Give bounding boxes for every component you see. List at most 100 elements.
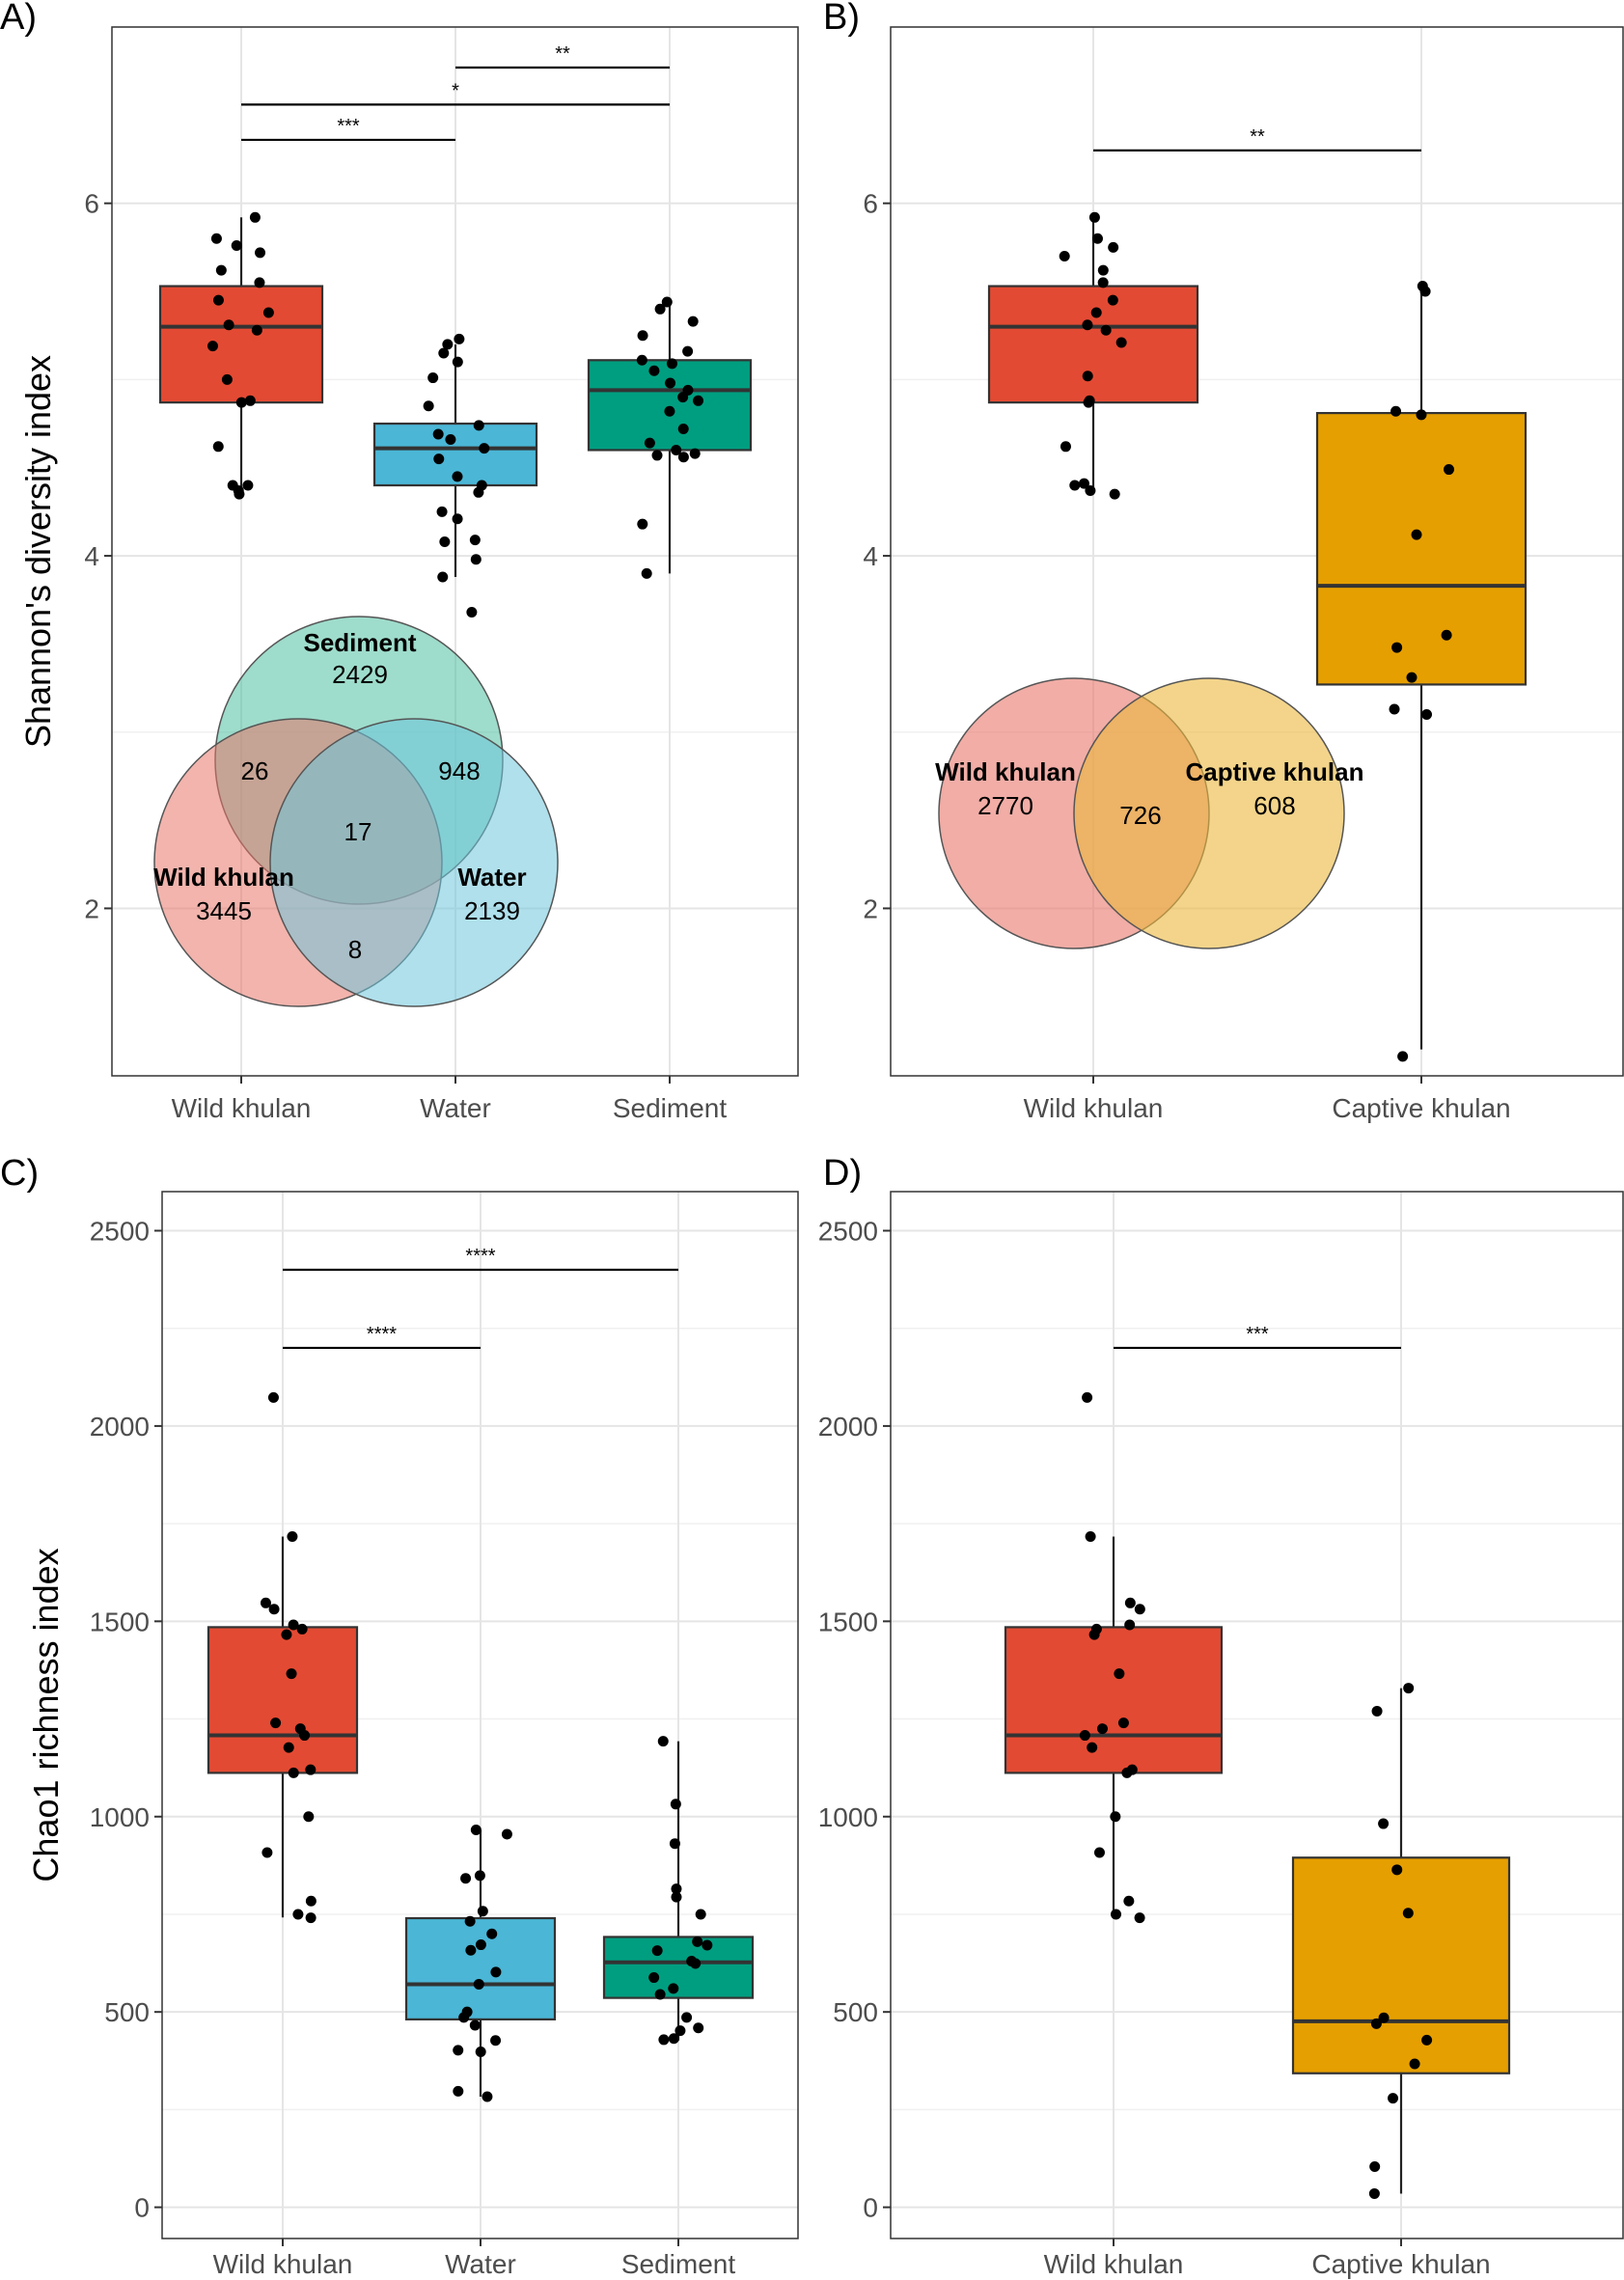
data-point [439, 536, 451, 547]
data-point [1085, 484, 1096, 496]
box-sediment [587, 359, 753, 452]
data-point [473, 486, 484, 498]
data-point [1091, 233, 1103, 244]
data-point [473, 420, 484, 431]
data-point [1397, 1051, 1409, 1062]
data-point [1419, 286, 1431, 297]
data-point [433, 453, 445, 465]
y-tick-label: 2 [84, 893, 99, 923]
box-wild-khulan [1004, 1626, 1224, 1774]
data-point [1088, 1629, 1100, 1640]
data-point [651, 450, 663, 461]
data-point [442, 339, 454, 350]
venn-count: 3445 [196, 896, 252, 925]
data-point [475, 1939, 486, 1951]
data-point [658, 2034, 670, 2046]
data-point [1097, 277, 1109, 288]
panel-label: C) [0, 1153, 39, 1194]
data-point [657, 1736, 669, 1747]
data-point [305, 1764, 317, 1775]
data-point [1114, 1668, 1125, 1680]
data-point [1124, 1597, 1136, 1608]
data-point [469, 535, 481, 546]
data-point [1421, 2034, 1433, 2046]
y-tick-label: 0 [863, 2193, 878, 2223]
y-tick-label: 1000 [818, 1802, 878, 1832]
data-point [423, 400, 434, 412]
data-point [641, 567, 652, 579]
data-point [296, 1623, 308, 1634]
data-point [1403, 1683, 1415, 1694]
data-point [681, 2012, 693, 2023]
data-point [1082, 371, 1093, 382]
y-tick-label: 1500 [818, 1607, 878, 1636]
data-point [689, 448, 701, 459]
data-point [1368, 2187, 1380, 2199]
data-point [267, 1391, 279, 1403]
significance-label: *** [337, 116, 360, 137]
data-point [452, 471, 463, 482]
data-point [452, 513, 463, 525]
data-point [1370, 2018, 1382, 2029]
data-point [490, 1966, 502, 1978]
data-point [1371, 1705, 1383, 1717]
y-axis-title: Chao1 richness index [26, 1548, 66, 1882]
venn-label: Wild khulan [935, 757, 1076, 786]
venn-circle-captive-khulan [1073, 677, 1345, 949]
venn-count: 2139 [464, 896, 520, 925]
data-point [1444, 464, 1455, 476]
data-point [1087, 1742, 1098, 1753]
data-point [1107, 294, 1118, 306]
box-wild-khulan [206, 1626, 359, 1774]
y-tick-label: 6 [84, 189, 99, 219]
data-point [1097, 1723, 1109, 1735]
data-point [477, 1906, 488, 1917]
data-point [221, 373, 233, 385]
x-tick-label: Sediment [621, 2249, 736, 2279]
data-point [242, 480, 254, 491]
data-point [677, 424, 689, 435]
venn-label: Sediment [303, 628, 416, 657]
data-point [1109, 488, 1120, 500]
data-point [1421, 708, 1433, 720]
data-point [1369, 2161, 1381, 2173]
significance-label: **** [465, 1246, 495, 1267]
data-point [1389, 703, 1400, 715]
data-point [453, 2085, 464, 2097]
data-point [1117, 1717, 1129, 1729]
data-point [651, 1945, 663, 1957]
data-point [677, 392, 689, 403]
data-point [1078, 478, 1089, 489]
panel-label: D) [823, 1153, 862, 1194]
y-tick-label: 2 [863, 893, 878, 923]
box-wild-khulan [158, 285, 324, 404]
data-point [1083, 397, 1094, 408]
data-point [299, 1730, 311, 1742]
data-point [661, 296, 673, 308]
data-point [637, 330, 648, 342]
data-point [249, 211, 261, 223]
data-point [1110, 1811, 1121, 1823]
data-point [1059, 250, 1070, 261]
data-point [206, 341, 218, 352]
x-tick-label: Water [420, 1093, 491, 1123]
y-axis-title: Shannon's diversity index [18, 355, 58, 748]
panel-d: *** 0 500 1000 1500 2000 2500 Wild khulan Captiv… [818, 1153, 1624, 2279]
data-point [1082, 319, 1093, 331]
y-tick-label: 2000 [818, 1412, 878, 1442]
data-point [286, 1668, 297, 1680]
data-point [470, 1825, 482, 1836]
y-tick-label: 1000 [90, 1802, 150, 1832]
data-point [654, 303, 666, 315]
venn-overlap: 26 [241, 756, 269, 785]
data-point [690, 1958, 702, 1969]
data-point [682, 345, 694, 357]
data-point [470, 554, 482, 565]
venn-overlap: 17 [344, 817, 372, 846]
venn-count: 608 [1253, 791, 1295, 820]
data-point [283, 1742, 294, 1753]
venn-count: 2429 [332, 660, 388, 689]
data-point [1093, 1847, 1105, 1858]
data-point [1115, 337, 1127, 348]
panel-label: B) [823, 0, 860, 38]
